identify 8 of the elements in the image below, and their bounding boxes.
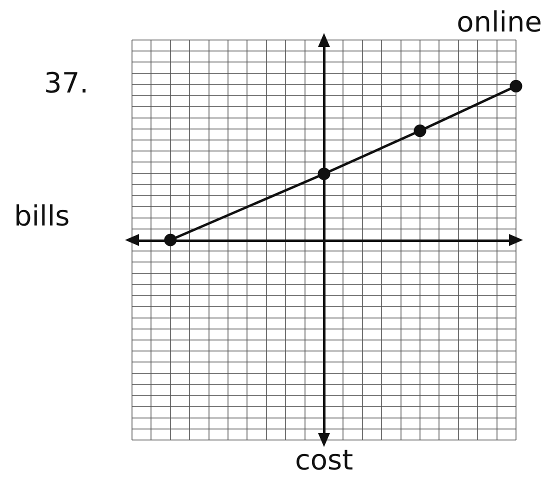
text: online (456, 5, 542, 38)
point (510, 80, 522, 92)
text: bills (14, 199, 70, 232)
point (414, 124, 426, 138)
point (164, 234, 177, 246)
text: cost (294, 443, 354, 476)
chart-title: 37. (44, 66, 89, 100)
point (318, 168, 330, 180)
